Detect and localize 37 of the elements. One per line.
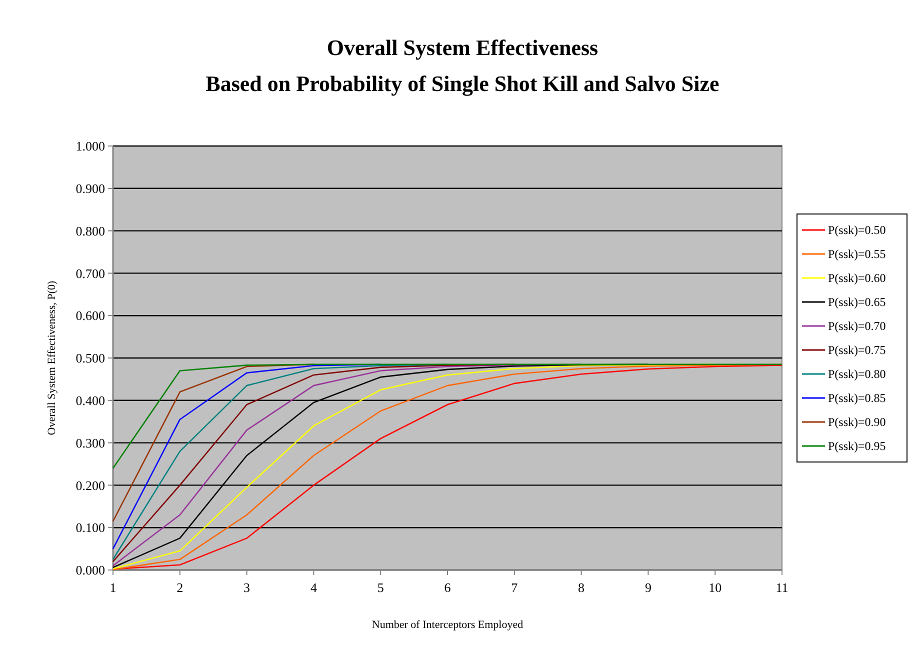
- y-tick-label: 0.200: [76, 478, 105, 493]
- chart-title: Overall System Effectiveness: [326, 35, 599, 60]
- y-tick-label: 0.900: [76, 180, 105, 196]
- y-axis-title: Overall System Effectiveness, P(0): [46, 280, 58, 436]
- x-tick-label: 9: [644, 580, 652, 595]
- legend-label: P(ssk)=0.80: [828, 367, 886, 382]
- chart-subtitle: Based on Probability of Single Shot Kill and Salvo Size: [206, 71, 720, 96]
- legend-label: P(ssk)=0.95: [828, 439, 886, 454]
- y-tick-label: 0.300: [76, 435, 105, 450]
- x-tick-label: 2: [176, 580, 184, 595]
- y-tick-label: 0.500: [76, 350, 105, 366]
- legend-label: P(ssk)=0.70: [828, 319, 886, 334]
- legend-label: P(ssk)=0.90: [828, 415, 886, 430]
- x-tick-label: 10: [708, 580, 722, 595]
- x-tick-label: 11: [776, 580, 788, 595]
- legend-label: P(ssk)=0.55: [828, 247, 886, 262]
- legend-label: P(ssk)=0.60: [828, 271, 886, 286]
- x-tick-label: 3: [244, 580, 250, 595]
- legend-label: P(ssk)=0.75: [828, 343, 886, 358]
- x-axis-title: Number of Interceptors Employed: [372, 619, 524, 631]
- y-tick-label: 0.400: [76, 392, 105, 408]
- x-tick-label: 8: [578, 580, 585, 595]
- y-tick-label: 0.100: [76, 520, 105, 536]
- legend-label: P(ssk)=0.50: [828, 223, 886, 238]
- line-series: [112, 364, 783, 469]
- y-tick-label: 0.800: [76, 223, 105, 238]
- y-tick-label: 0.700: [76, 266, 105, 281]
- legend-label: P(ssk)=0.65: [828, 295, 886, 310]
- y-tick-label: 0.600: [76, 308, 105, 324]
- y-tick-label: 0.000: [76, 562, 105, 578]
- x-tick-label: 1: [110, 580, 116, 595]
- y-tick-label: 1.000: [76, 138, 105, 154]
- x-tick-label: 4: [310, 580, 318, 595]
- legend-label: P(ssk)=0.85: [828, 391, 886, 406]
- x-tick-label: 7: [511, 580, 518, 595]
- x-tick-label: 6: [444, 580, 452, 595]
- x-tick-label: 5: [377, 580, 384, 595]
